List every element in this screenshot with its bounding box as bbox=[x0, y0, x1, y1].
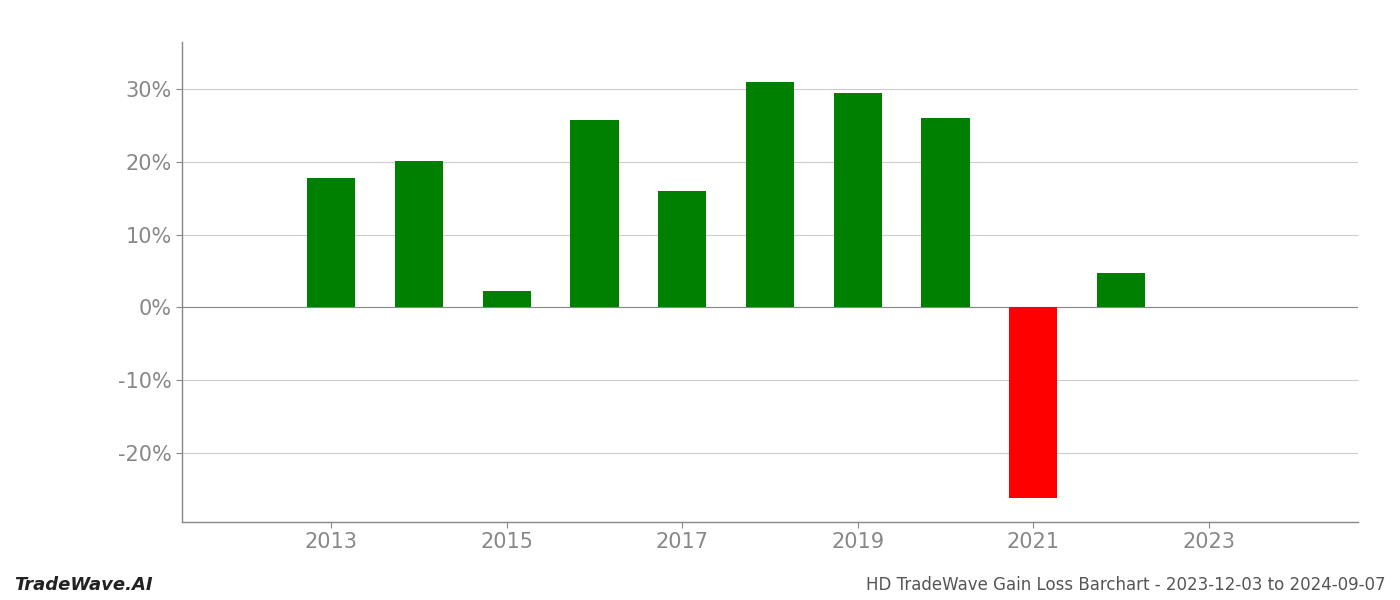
Bar bbox=[307, 178, 356, 307]
Bar bbox=[395, 161, 442, 307]
Bar bbox=[833, 93, 882, 307]
Text: TradeWave.AI: TradeWave.AI bbox=[14, 576, 153, 594]
Bar bbox=[921, 118, 970, 307]
Bar bbox=[658, 191, 707, 307]
Bar bbox=[1009, 307, 1057, 498]
Bar bbox=[483, 292, 531, 307]
Bar bbox=[570, 120, 619, 307]
Text: HD TradeWave Gain Loss Barchart - 2023-12-03 to 2024-09-07: HD TradeWave Gain Loss Barchart - 2023-1… bbox=[867, 576, 1386, 594]
Bar bbox=[1098, 272, 1145, 307]
Bar bbox=[746, 82, 794, 307]
